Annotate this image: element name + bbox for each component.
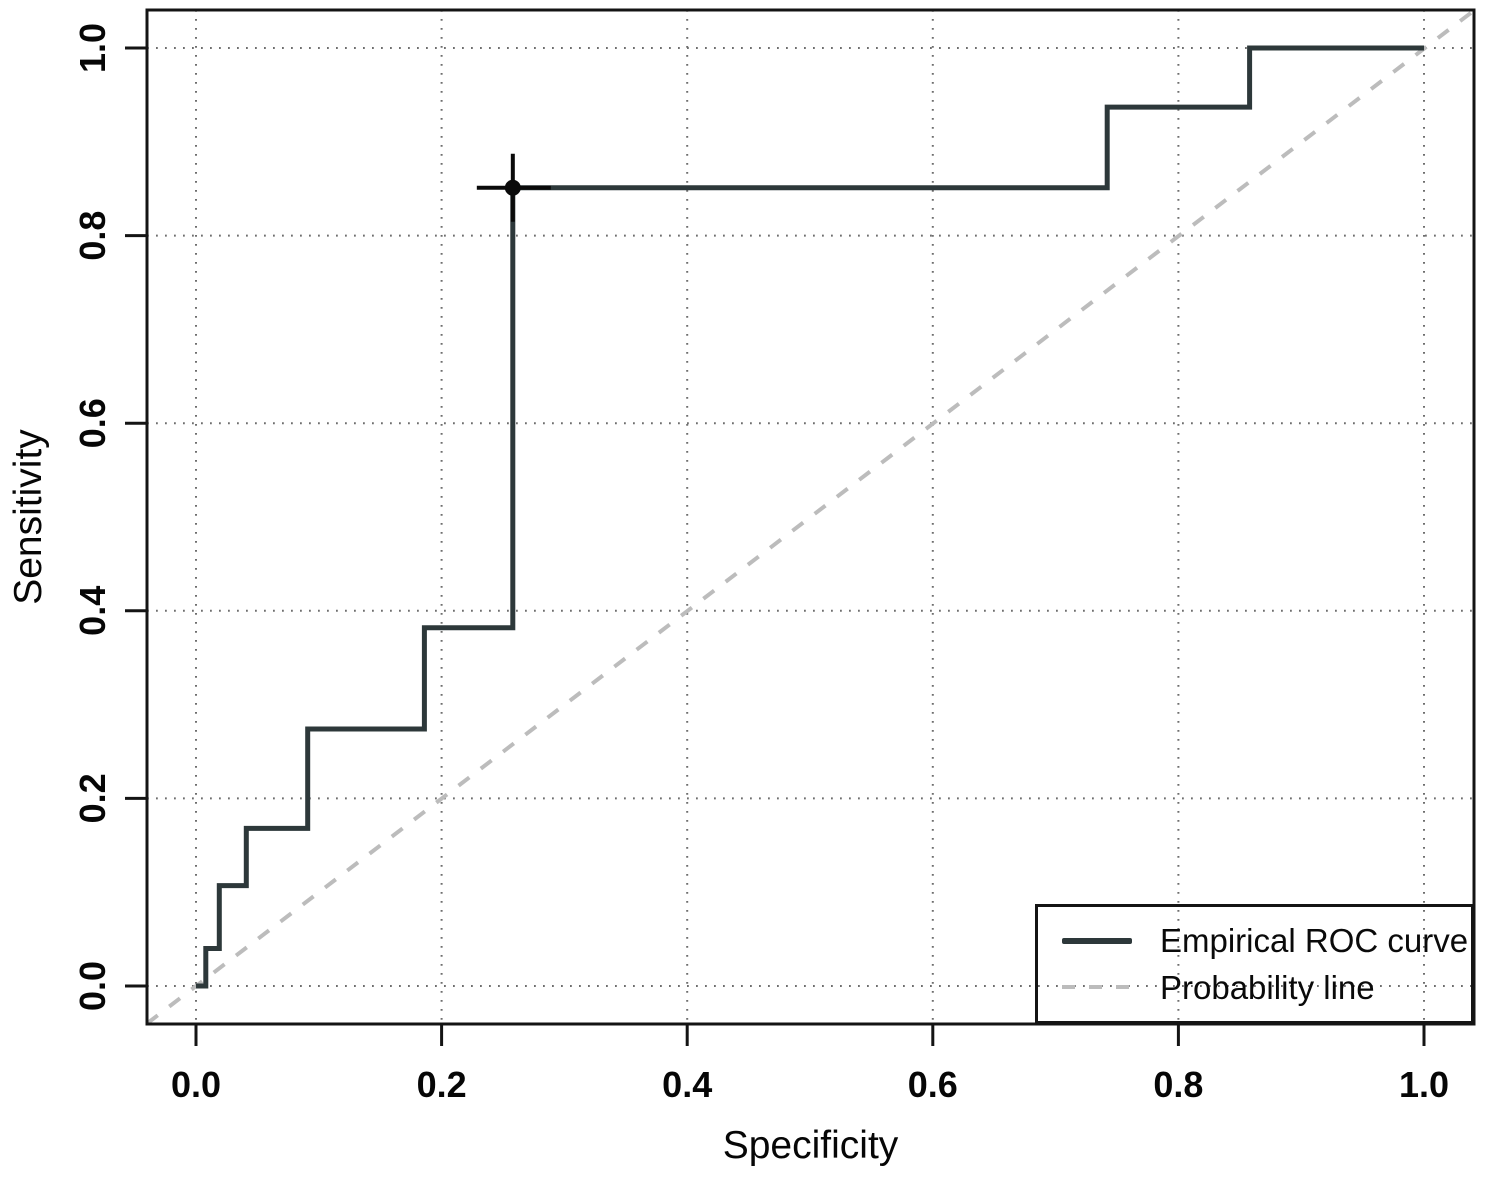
x-tick-label: 0.6 bbox=[908, 1064, 958, 1105]
legend-item-probability-line: Probability line bbox=[1062, 969, 1471, 1007]
x-axis-title: Specificity bbox=[722, 1124, 899, 1167]
y-axis-title-container: Sensitivity bbox=[0, 10, 58, 1024]
legend-label-probability-line: Probability line bbox=[1160, 968, 1375, 1006]
cutoff-point-marker bbox=[504, 179, 521, 196]
plot-border bbox=[145, 8, 1476, 1026]
y-tick-label: 0.6 bbox=[72, 398, 113, 448]
y-tick-label: 0.0 bbox=[72, 961, 113, 1011]
dashed-line-swatch-icon bbox=[1062, 985, 1132, 990]
legend-label-empirical-roc: Empirical ROC curve bbox=[1160, 921, 1469, 959]
probability-line bbox=[145, 8, 1476, 1026]
y-tick-label: 1.0 bbox=[72, 23, 113, 73]
x-tick-label: 0.8 bbox=[1153, 1064, 1203, 1105]
legend: Empirical ROC curve Probability line bbox=[1035, 904, 1474, 1024]
legend-item-empirical-roc: Empirical ROC curve bbox=[1062, 922, 1471, 960]
x-tick-label: 0.0 bbox=[171, 1064, 221, 1105]
y-tick-label: 0.4 bbox=[72, 586, 113, 636]
x-tick-label: 0.4 bbox=[662, 1064, 712, 1105]
x-tick-label: 0.2 bbox=[417, 1064, 467, 1105]
empirical-roc-curve bbox=[196, 45, 1424, 989]
y-tick-label: 0.8 bbox=[72, 211, 113, 261]
y-axis-title: Sensitivity bbox=[7, 429, 50, 605]
solid-line-swatch-icon bbox=[1062, 937, 1132, 944]
x-tick-label: 1.0 bbox=[1399, 1064, 1449, 1105]
y-tick-label: 0.2 bbox=[72, 773, 113, 823]
